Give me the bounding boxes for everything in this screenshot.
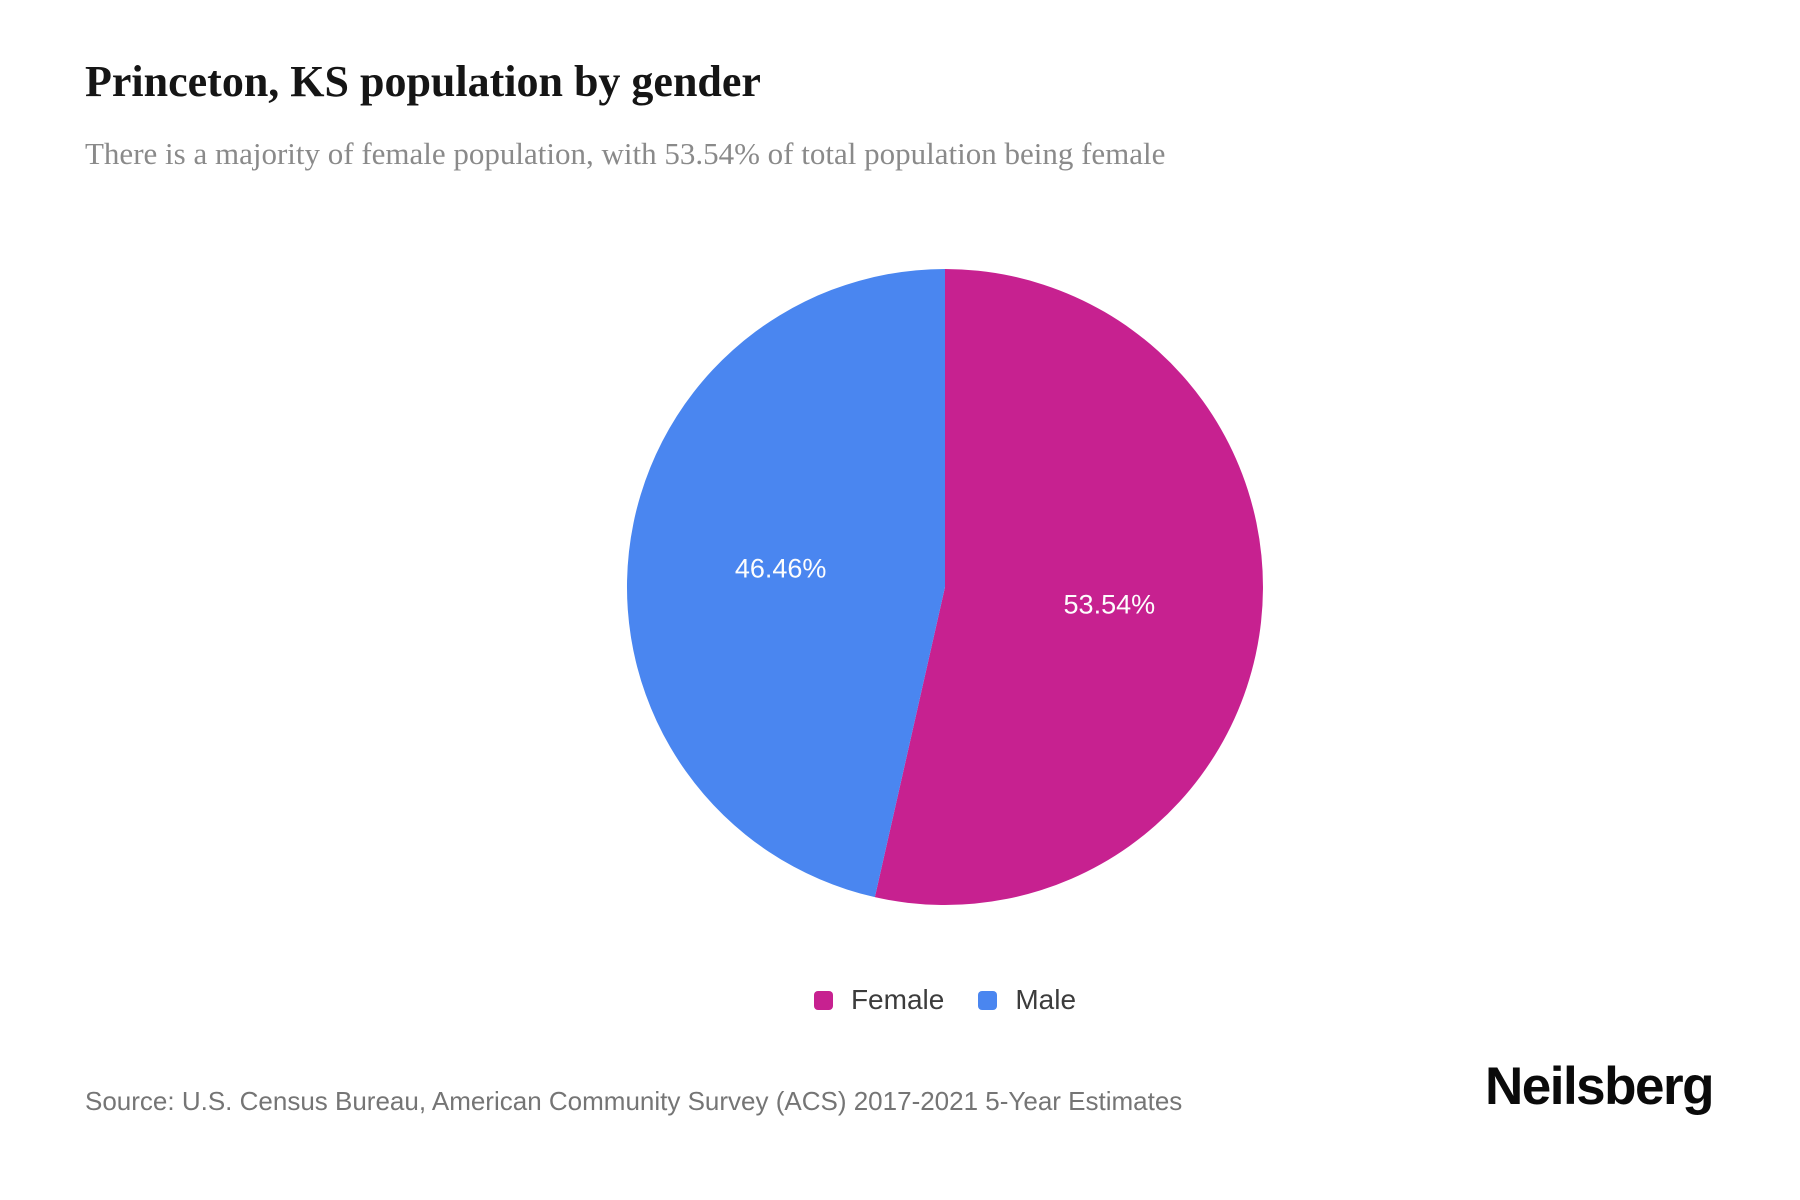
legend-item-female[interactable]: Female — [813, 984, 945, 1016]
legend-item-male[interactable]: Male — [978, 984, 1076, 1016]
pie-slice-female[interactable] — [874, 269, 1263, 906]
legend-swatch-female-icon — [813, 990, 833, 1010]
pie-slice-male[interactable] — [626, 269, 945, 898]
legend-label-male: Male — [1015, 984, 1077, 1015]
brand-logo: Neilsberg — [1484, 1057, 1715, 1116]
legend: Female Male — [625, 984, 1265, 1016]
legend-swatch-male-icon — [978, 990, 998, 1010]
chart-title: Princeton, KS population by gender — [85, 57, 761, 106]
legend-label-female: Female — [850, 984, 945, 1015]
chart-subtitle: There is a majority of female population… — [85, 136, 1166, 171]
pie-svg — [626, 269, 1263, 906]
source-text: Source: U.S. Census Bureau, American Com… — [85, 1086, 1183, 1116]
pie-chart: 53.54% 46.46% — [625, 267, 1265, 907]
